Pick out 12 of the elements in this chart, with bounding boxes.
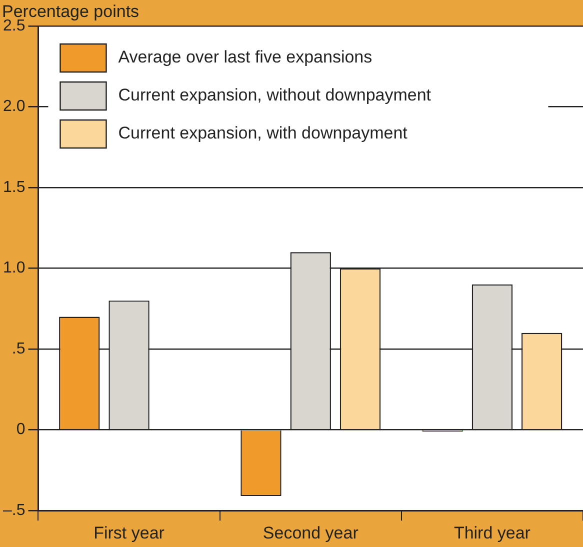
y-tick-label: 1.0 <box>2 260 26 277</box>
legend-label: Average over last five expansions <box>118 48 372 67</box>
y-tick-label: 0 <box>16 421 26 438</box>
x-tick-label: First year <box>94 523 165 542</box>
x-tick-label: Second year <box>262 523 359 542</box>
y-tick-label: 1.5 <box>2 178 26 196</box>
legend-label: Current expansion, without downpayment <box>118 86 432 105</box>
x-tick-label: Third year <box>454 523 531 542</box>
y-tick-label: 2.0 <box>2 98 26 116</box>
y-tick-label: .5 <box>12 340 26 358</box>
legend-label: Current expansion, with downpayment <box>118 124 408 143</box>
y-tick-label: –.5 <box>2 502 26 520</box>
